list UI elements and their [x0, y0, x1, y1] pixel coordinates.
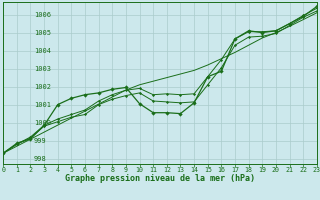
X-axis label: Graphe pression niveau de la mer (hPa): Graphe pression niveau de la mer (hPa) [65, 174, 255, 183]
